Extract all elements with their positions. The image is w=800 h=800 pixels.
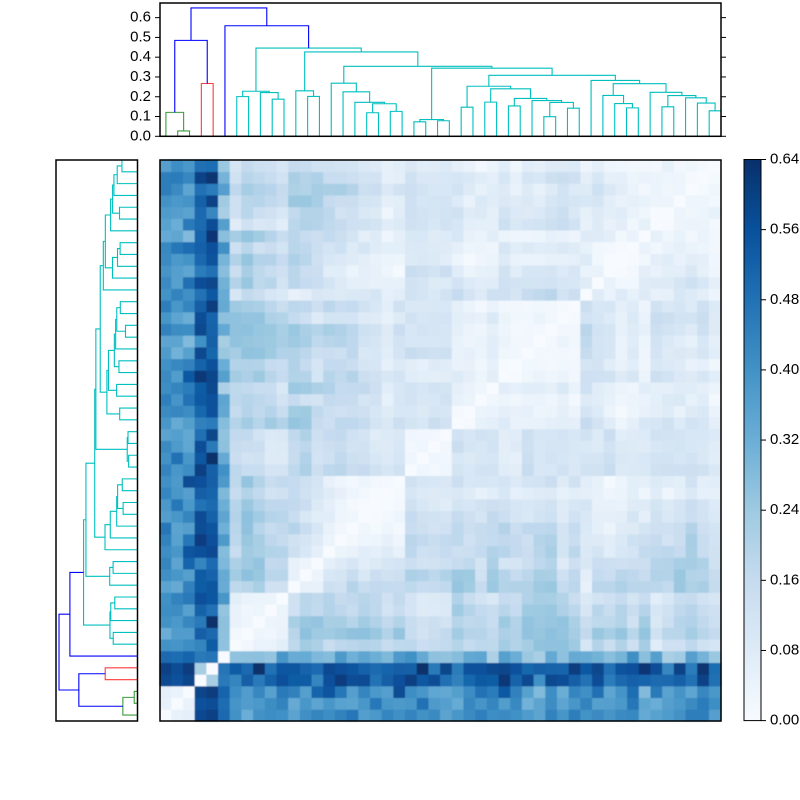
svg-text:0.0: 0.0 xyxy=(130,127,151,144)
svg-text:0.5: 0.5 xyxy=(130,28,151,45)
svg-text:0.56: 0.56 xyxy=(770,221,799,238)
svg-text:0.2: 0.2 xyxy=(130,88,151,105)
svg-text:0.6: 0.6 xyxy=(130,9,151,26)
svg-text:0.00: 0.00 xyxy=(770,712,799,729)
svg-text:0.24: 0.24 xyxy=(770,501,799,518)
svg-text:0.4: 0.4 xyxy=(130,48,151,65)
svg-text:0.3: 0.3 xyxy=(130,68,151,85)
svg-text:0.48: 0.48 xyxy=(770,291,799,308)
svg-text:0.16: 0.16 xyxy=(770,571,799,588)
svg-text:0.08: 0.08 xyxy=(770,641,799,658)
svg-text:0.64: 0.64 xyxy=(770,151,799,168)
svg-text:0.40: 0.40 xyxy=(770,361,799,378)
svg-text:0.32: 0.32 xyxy=(770,431,799,448)
svg-text:0.1: 0.1 xyxy=(130,108,151,125)
